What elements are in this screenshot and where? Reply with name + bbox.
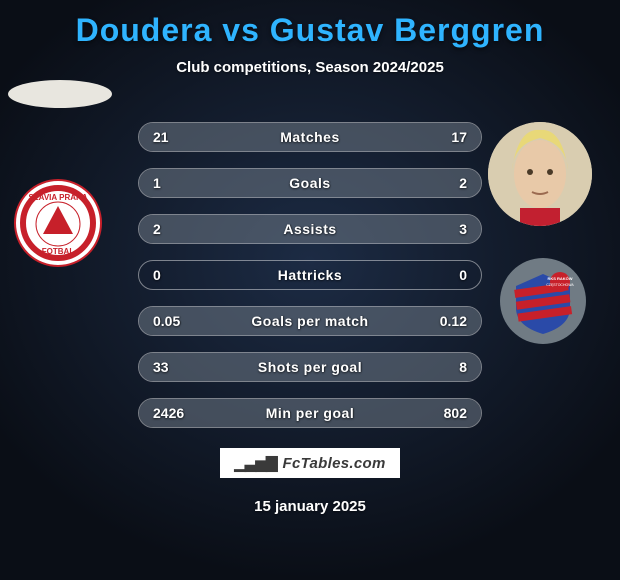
stats-table: 21Matches17 1Goals2 2Assists3 0Hattricks0 0.…: [138, 122, 482, 444]
svg-text:FOTBAL: FOTBAL: [42, 247, 75, 256]
stat-row: 2426Min per goal802: [138, 398, 482, 428]
stat-value-right: 2: [427, 175, 467, 191]
page-title: Doudera vs Gustav Berggren: [0, 0, 620, 49]
player-right-photo: [488, 122, 592, 226]
stat-row: 2Assists3: [138, 214, 482, 244]
stat-value-right: 8: [427, 359, 467, 375]
source-label: FcTables.com: [283, 455, 386, 472]
stat-value-right: 17: [427, 129, 467, 145]
club-right-badge: RKS RAKÓW CZĘSTOCHOWA: [498, 256, 588, 346]
player-left-photo: [8, 80, 112, 108]
stat-value-right: 0: [427, 267, 467, 283]
stat-value-right: 3: [427, 221, 467, 237]
stat-value-right: 802: [427, 405, 467, 421]
source-badge: ▁▃▅▇ FcTables.com: [220, 448, 400, 478]
club-right-badge-icon: RKS RAKÓW CZĘSTOCHOWA: [498, 256, 588, 346]
stat-row: 0.05Goals per match0.12: [138, 306, 482, 336]
player-right-face-icon: [488, 122, 592, 226]
svg-text:CZĘSTOCHOWA: CZĘSTOCHOWA: [546, 283, 574, 287]
subtitle: Club competitions, Season 2024/2025: [0, 59, 620, 76]
club-left-badge: SLAVIA PRAHA FOTBAL: [13, 178, 103, 268]
club-left-badge-icon: SLAVIA PRAHA FOTBAL: [13, 178, 103, 268]
svg-text:RKS RAKÓW: RKS RAKÓW: [547, 276, 572, 281]
stat-value-right: 0.12: [427, 313, 467, 329]
fctables-icon: ▁▃▅▇: [234, 454, 276, 472]
stat-row: 1Goals2: [138, 168, 482, 198]
date-label: 15 january 2025: [0, 498, 620, 515]
svg-text:SLAVIA PRAHA: SLAVIA PRAHA: [28, 193, 87, 202]
stat-row: 0Hattricks0: [138, 260, 482, 290]
comparison-card: Doudera vs Gustav Berggren Club competit…: [0, 0, 620, 580]
stat-row: 33Shots per goal8: [138, 352, 482, 382]
stat-row: 21Matches17: [138, 122, 482, 152]
